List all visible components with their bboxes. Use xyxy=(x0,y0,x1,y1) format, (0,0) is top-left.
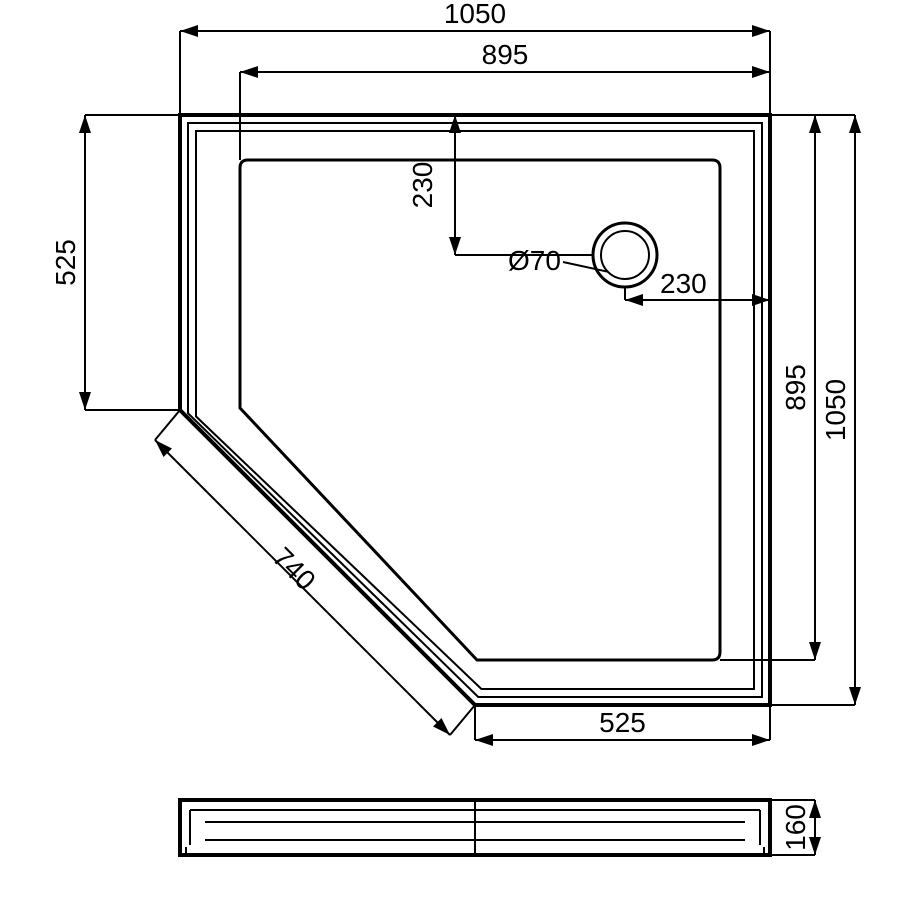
dimension-label: Ø70 xyxy=(508,245,561,276)
dimension-label: 525 xyxy=(50,239,81,286)
dimension-label: 230 xyxy=(660,268,707,299)
drain-hole xyxy=(593,223,657,287)
dimension-label: 740 xyxy=(267,541,322,596)
tray-outer xyxy=(180,115,770,705)
dimension-label: 525 xyxy=(599,707,646,738)
dimension-label: 1050 xyxy=(444,0,506,29)
dimension-label: 230 xyxy=(407,162,438,209)
tray-inner xyxy=(240,160,720,660)
dimension-label: 1050 xyxy=(820,379,851,441)
dimension-label: 160 xyxy=(780,804,811,851)
dimension-label: 895 xyxy=(482,39,529,70)
dimension-label: 895 xyxy=(780,364,811,411)
